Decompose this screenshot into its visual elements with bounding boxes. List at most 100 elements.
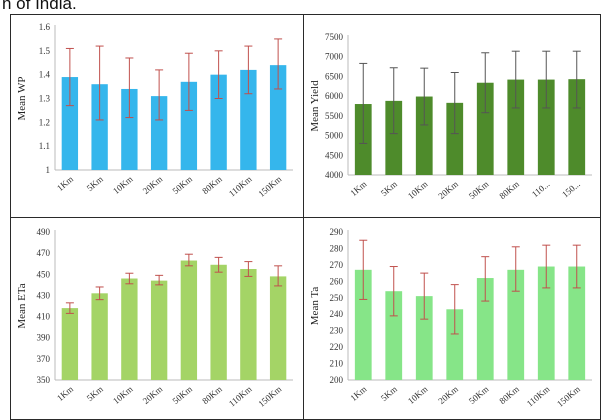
caption-fragment: n of India.: [2, 0, 77, 13]
error-bar: [155, 69, 164, 121]
chart-panel-mean-ta: 200 210 220 230 240 250 260 270 280 290 Mean Ta 1Km…: [303, 217, 601, 420]
y-tick-label: 250: [330, 293, 344, 303]
y-tick-label: 270: [330, 260, 344, 270]
y-tick-label: 6000: [325, 91, 344, 101]
error-bar: [95, 286, 104, 301]
y-tick-label: 4000: [325, 170, 344, 180]
error-bar: [155, 274, 164, 286]
y-tick-label: 350: [37, 375, 51, 385]
bar-80Km: [507, 269, 525, 380]
x-tick-label: 150Km: [256, 384, 283, 409]
y-tick-label: 5000: [325, 131, 344, 141]
x-tick-label: 80Km: [497, 384, 521, 406]
error-bar: [65, 47, 74, 107]
x-tick-label: 10Km: [406, 384, 430, 406]
bar-10Km: [121, 88, 138, 170]
x-tick-label: 1Km: [348, 179, 368, 198]
y-tick-label: 1: [46, 165, 51, 175]
error-bar: [274, 38, 283, 90]
error-bar: [572, 244, 581, 289]
y-tick-label: 220: [330, 342, 344, 352]
error-bar: [244, 45, 253, 95]
y-axis-label: Mean Ta: [309, 287, 321, 326]
x-tick-label: 10Km: [111, 174, 135, 196]
bar-1Km: [61, 77, 79, 170]
y-tick-label: 290: [330, 227, 344, 237]
error-bar: [184, 52, 193, 111]
bar-110...: [537, 79, 555, 175]
y-tick-label: 6500: [325, 71, 344, 81]
y-tick-label: 7000: [325, 52, 344, 62]
error-bar: [65, 302, 74, 314]
bar-80Km: [210, 74, 227, 170]
bar-5Km: [385, 291, 403, 380]
error-bar: [420, 67, 429, 126]
x-tick-label: 1Km: [55, 384, 75, 403]
x-tick-label: 10Km: [111, 384, 135, 406]
x-tick-label: 110Km: [227, 384, 254, 409]
error-bar: [572, 50, 581, 109]
x-tick-label: 5Km: [85, 384, 105, 403]
bar-50Km: [180, 260, 198, 380]
y-tick-label: 1.1: [39, 141, 50, 151]
error-bar: [125, 57, 134, 119]
y-axis-label: Mean Yield: [309, 80, 321, 132]
x-tick-label: 20Km: [141, 384, 165, 406]
chart-mean-eta: 350 370 390 410 430 450 470 490 Mean ETa 1Km 5Km 10…: [16, 227, 293, 409]
error-bar: [214, 256, 223, 273]
bar-5Km: [91, 84, 108, 170]
y-tick-label: 370: [37, 354, 51, 364]
bar-5Km: [91, 293, 108, 380]
y-tick-label: 1.6: [39, 22, 51, 32]
y-axis-label: Mean ETa: [16, 283, 28, 328]
chart-mean-yield: 4000 4500 5000 5500 6000 6500 7000 7500 Mean Yie…: [309, 32, 592, 201]
y-tick-label: 410: [37, 312, 51, 322]
chart-panel-mean-wp: 1 1.1 1.2 1.3 1.4 1.5 1.6 Mean WP 1Km 5Km 10Km 20Km…: [10, 14, 304, 218]
bar-50Km: [476, 82, 494, 175]
y-tick-label: 7500: [325, 32, 344, 42]
error-bar: [481, 52, 490, 114]
y-tick-label: 4500: [325, 150, 344, 160]
y-axis-label: Mean WP: [16, 76, 28, 120]
bar-50Km: [476, 278, 494, 380]
bar-10Km: [121, 278, 138, 380]
x-tick-label: 150Km: [555, 384, 582, 409]
bar-150Km: [269, 65, 287, 170]
error-bar: [420, 272, 429, 320]
bar-110Km: [240, 269, 257, 380]
bar-80Km: [210, 264, 227, 380]
error-bar: [542, 244, 551, 289]
x-tick-label: 110Km: [227, 174, 254, 199]
bar-20Km: [150, 96, 168, 170]
y-tick-label: 240: [330, 309, 344, 319]
x-tick-label: 1Km: [55, 174, 75, 193]
y-tick-label: 450: [37, 269, 51, 279]
error-bar: [542, 50, 551, 109]
y-tick-label: 230: [330, 326, 344, 336]
error-bar: [481, 256, 490, 302]
x-tick-label: 20Km: [141, 174, 165, 196]
error-bar: [511, 246, 520, 292]
bar-80Km: [507, 79, 525, 175]
error-bar: [389, 266, 398, 317]
y-tick-label: 430: [37, 290, 51, 300]
error-bar: [244, 261, 253, 277]
y-tick-label: 5500: [325, 111, 344, 121]
y-tick-label: 470: [37, 248, 51, 258]
error-bar: [184, 253, 193, 267]
error-bar: [214, 50, 223, 99]
x-tick-label: 1Km: [348, 384, 368, 403]
x-tick-label: 50Km: [467, 384, 491, 406]
x-tick-label: 150...: [560, 179, 582, 200]
x-tick-label: 110Km: [525, 384, 552, 409]
chart-panel-mean-yield: 4000 4500 5000 5500 6000 6500 7000 7500 Mean Yie…: [303, 14, 601, 218]
error-bar: [274, 265, 283, 287]
bar-150Km: [568, 266, 586, 380]
y-tick-label: 280: [330, 243, 344, 253]
bar-20Km: [150, 280, 168, 380]
x-tick-label: 50Km: [170, 384, 194, 406]
bar-1Km: [61, 308, 79, 380]
error-bar: [450, 71, 459, 135]
x-tick-label: 150Km: [256, 174, 283, 199]
x-tick-label: 80Km: [200, 384, 224, 406]
